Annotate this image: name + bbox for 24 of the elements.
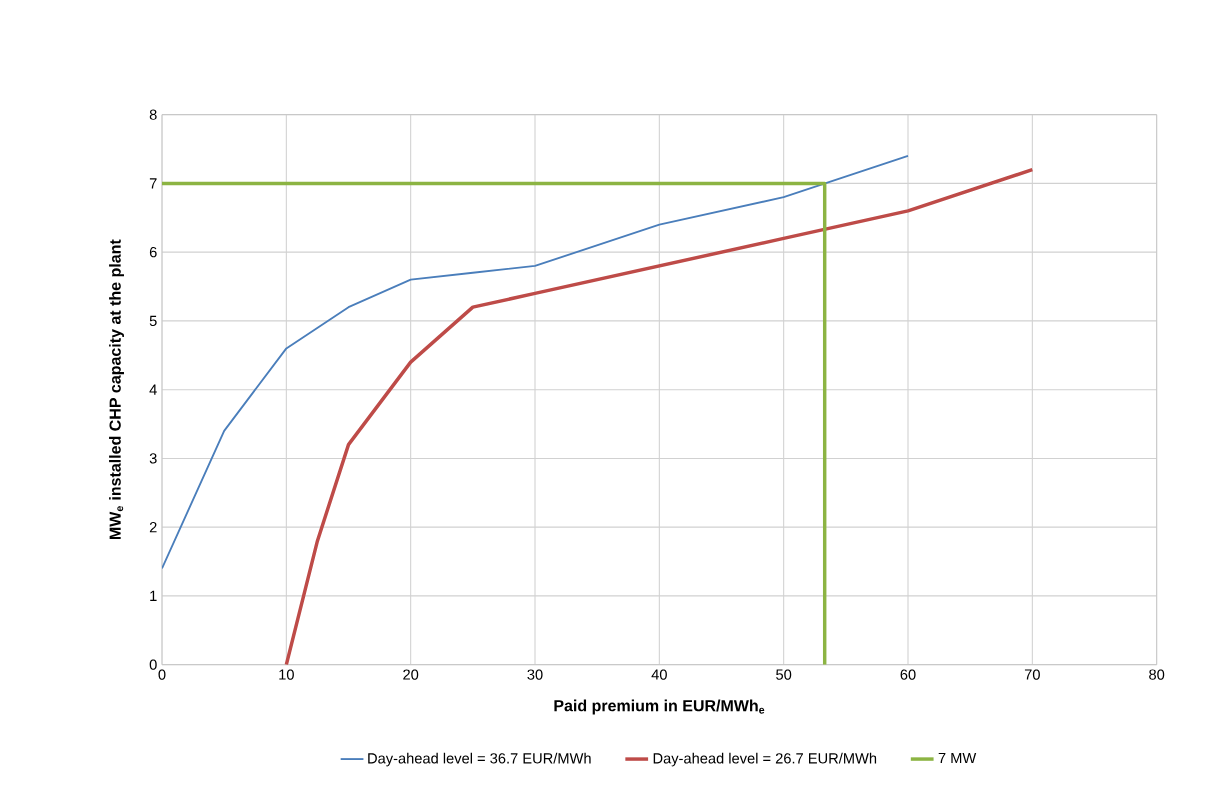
x-tick-label: 50: [776, 669, 792, 680]
legend-label: 7 MW: [938, 753, 977, 764]
y-tick-label: 5: [149, 315, 157, 327]
y-tick-label: 2: [149, 522, 157, 533]
y-tick-label: 7: [149, 178, 157, 189]
y-tick-label: 6: [149, 247, 157, 258]
x-tick-label: 60: [900, 669, 916, 680]
x-axis-title: Paid premium in EUR/MWh$_{e}$: [554, 699, 765, 715]
y-tick-label: 1: [150, 591, 157, 602]
legend-label: Day-ahead level = 36.7 EUR/MWh: [368, 752, 591, 767]
y-tick-label: 3: [149, 453, 157, 464]
x-tick-label: 10: [279, 669, 294, 680]
line-series: [162, 155, 909, 570]
x-tick-label: 80: [1149, 669, 1165, 680]
y-tick-label: 4: [149, 384, 157, 395]
x-tick-label: 40: [651, 669, 667, 680]
legend-label: Day-ahead level = 26.7 EUR/MWh: [653, 752, 877, 767]
y-tick-label: 8: [149, 109, 157, 121]
y-axis-title: MW$_{e}$ installed CHP capacity at the plant: [109, 239, 124, 540]
x-tick-label: 20: [403, 669, 419, 680]
x-tick-label: 0: [158, 669, 166, 680]
x-tick-label: 70: [1024, 669, 1040, 680]
y-tick-label: 0: [149, 659, 157, 671]
x-tick-label: 30: [527, 669, 543, 680]
